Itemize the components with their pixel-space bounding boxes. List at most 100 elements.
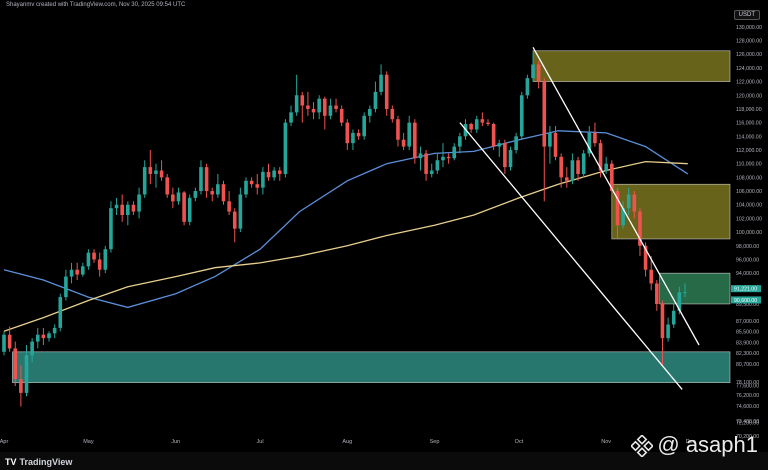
candle-body-65 (368, 108, 372, 116)
candle-body-54 (306, 105, 310, 109)
time-axis[interactable]: Apr May Jun Jul Aug Sep Oct Nov Dec (0, 439, 696, 445)
y-tick-label: 114,000.00 (736, 134, 762, 140)
y-tick-label: 74,600.00 (736, 404, 759, 410)
tradingview-logo[interactable]: TV TradingView (5, 457, 72, 467)
watermark-text: @ asaph1 (657, 432, 758, 457)
y-tick-label: 94,000.00 (736, 271, 759, 277)
y-tick-label: 87,000.00 (736, 319, 759, 325)
candle-body-93 (525, 78, 530, 96)
currency-badge[interactable]: USDT (733, 10, 760, 20)
candle-body-55 (311, 108, 316, 113)
candle-body-56 (317, 98, 321, 113)
candle-body-81 (458, 136, 462, 147)
candle-body-112 (632, 194, 637, 212)
y-tick-label: 120,000.00 (736, 93, 762, 99)
candle-body-45 (255, 184, 260, 188)
y-tick-label: 98,000.00 (736, 244, 759, 250)
candle-body-6 (35, 334, 40, 342)
candle-body-109 (615, 191, 620, 226)
candle-body-53 (300, 95, 305, 106)
y-tick-label: 126,000.00 (736, 52, 762, 58)
candle-body-4 (24, 355, 29, 393)
candle-body-62 (351, 132, 355, 144)
y-tick-label: 102,000.00 (736, 216, 762, 222)
candle-body-87 (491, 124, 496, 147)
candle-body-118 (666, 324, 670, 339)
price-label-box-1 (731, 296, 761, 304)
candle-body-26 (148, 167, 153, 174)
candle-body-110 (621, 208, 625, 226)
moving-average-0 (3, 130, 689, 309)
candle-body-92 (519, 95, 524, 137)
candle-body-108 (610, 163, 614, 192)
candle-body-41 (232, 211, 237, 229)
candle-body-114 (643, 245, 648, 270)
candle-body-9 (52, 327, 57, 334)
candle-body-83 (469, 124, 473, 130)
candle-body-57 (322, 98, 327, 116)
x-tick-label: Aug (342, 439, 352, 445)
y-tick-label: 106,000.00 (736, 189, 762, 195)
candle-body-121 (683, 292, 687, 293)
candle-body-38 (216, 184, 220, 195)
chart-credit: Shayanmv created with TradingView.com, N… (6, 2, 186, 8)
candle-body-42 (238, 194, 243, 229)
candle-body-104 (587, 132, 592, 154)
candle-body-91 (514, 136, 518, 150)
y-tick-label: 96,000.00 (736, 257, 759, 263)
y-tick-label: 80,700.00 (736, 362, 759, 368)
candle-body-22 (126, 204, 130, 215)
y-tick-label: 118,000.00 (736, 107, 762, 113)
binance-icon (631, 435, 654, 458)
candle-body-1 (7, 334, 12, 349)
y-tick-label: 112,000.00 (736, 148, 762, 154)
x-tick-label: Jun (171, 439, 180, 445)
tradingview-logo-icon: TV (5, 457, 17, 467)
candle-body-40 (227, 201, 231, 212)
candle-body-60 (339, 108, 344, 123)
candle-body-47 (266, 171, 271, 178)
candle-body-105 (593, 132, 597, 144)
y-tick-label: 130,000.00 (736, 25, 762, 31)
candle-body-68 (384, 74, 389, 109)
candle-body-51 (289, 112, 293, 123)
y-tick-label: 77,600.00 (736, 383, 759, 389)
candle-body-35 (199, 167, 203, 192)
candle-body-88 (497, 143, 502, 147)
candle-body-46 (261, 171, 265, 188)
candle-body-90 (508, 150, 513, 168)
candle-body-64 (362, 115, 366, 137)
candle-body-86 (486, 122, 490, 124)
candle-body-77 (435, 160, 440, 171)
y-tick-label: 70,200.00 (736, 434, 759, 440)
price-axis[interactable]: 130,000.00 128,000.00 126,000.00 124,000.00… (736, 25, 762, 440)
author-watermark: @ asaph1 (631, 432, 758, 458)
x-tick-label: Jul (257, 439, 264, 445)
candle-body-119 (671, 310, 676, 325)
price-chart[interactable]: 130,000.00 128,000.00 126,000.00 124,000.00… (0, 0, 768, 452)
candle-body-2 (13, 348, 18, 380)
y-tick-label: 72,200.00 (736, 420, 759, 426)
candle-body-97 (548, 132, 552, 147)
candle-body-101 (570, 160, 575, 181)
channel-line-0 (532, 47, 700, 346)
y-tick-label: 83,900.00 (736, 340, 759, 346)
y-tick-label: 89,500.00 (736, 302, 759, 308)
candle-body-69 (390, 108, 395, 120)
candle-body-10 (58, 297, 63, 328)
y-tick-label: 124,000.00 (736, 66, 762, 72)
candle-body-96 (542, 81, 547, 147)
candle-body-29 (165, 177, 170, 195)
candle-body-102 (576, 160, 580, 174)
candle-body-98 (553, 132, 558, 157)
y-tick-label: 78,100.00 (736, 380, 759, 386)
candle-body-31 (176, 192, 181, 202)
y-tick-label: 100,000.00 (736, 230, 762, 236)
y-tick-label: 85,500.00 (736, 329, 759, 335)
moving-average-1 (3, 160, 688, 332)
candle-body-103 (581, 153, 586, 174)
x-tick-label: Dec (686, 439, 696, 445)
candle-body-28 (159, 170, 164, 178)
candle-body-107 (604, 163, 608, 171)
candle-body-33 (187, 197, 192, 222)
